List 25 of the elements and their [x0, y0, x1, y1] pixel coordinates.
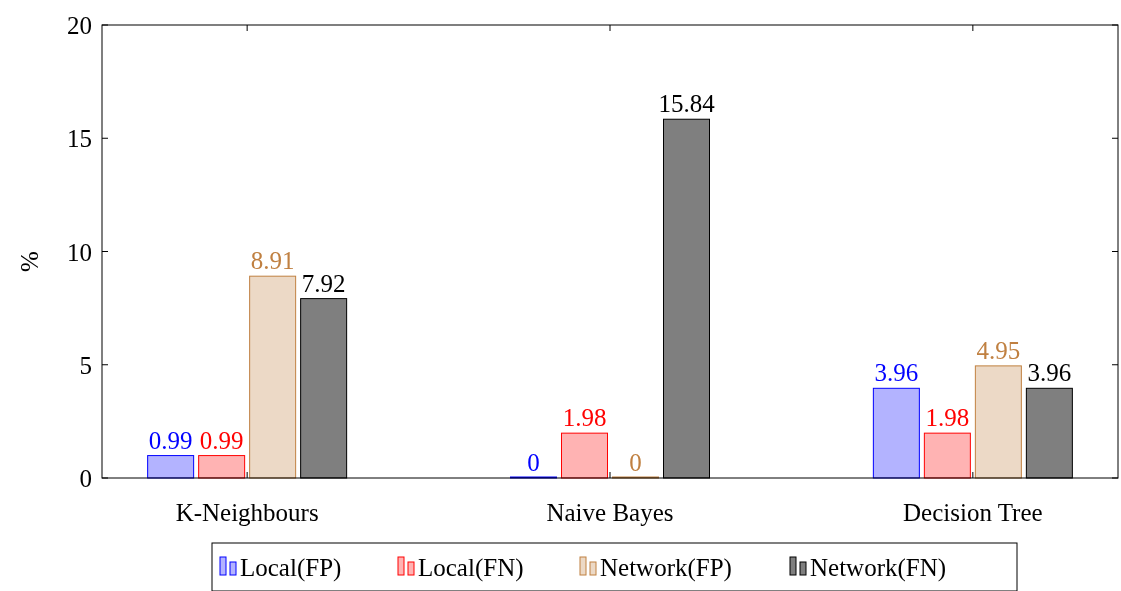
data-label: 7.92 — [301, 269, 346, 297]
data-label: 1.98 — [925, 404, 970, 432]
data-label: 0.99 — [148, 426, 193, 454]
x-tick-label: K-Neighbours — [175, 499, 319, 526]
data-label: 15.84 — [658, 90, 716, 118]
data-label: 8.91 — [250, 247, 295, 275]
legend-label: Local(FN) — [418, 554, 524, 582]
x-tick-label: Naive Bayes — [546, 499, 674, 526]
x-tick-label: Decision Tree — [903, 499, 1043, 526]
legend-label: Local(FP) — [240, 554, 342, 582]
y-tick-label: 5 — [79, 351, 92, 379]
data-label: 0 — [527, 449, 540, 476]
data-label: 4.95 — [976, 336, 1021, 364]
data-label: 3.96 — [1027, 359, 1072, 387]
legend-label: Network(FN) — [810, 554, 947, 582]
data-label: 0 — [629, 449, 642, 476]
legend-label: Network(FP) — [600, 554, 732, 582]
data-label: 3.96 — [874, 359, 919, 387]
y-tick-label: 0 — [79, 465, 92, 492]
y-tick-label: 15 — [67, 125, 92, 153]
y-tick-label: 20 — [67, 12, 92, 39]
y-tick-label: 10 — [67, 238, 92, 266]
y-axis-title: % — [16, 251, 43, 272]
data-label: 1.98 — [562, 404, 607, 432]
data-label: 0.99 — [199, 426, 244, 454]
